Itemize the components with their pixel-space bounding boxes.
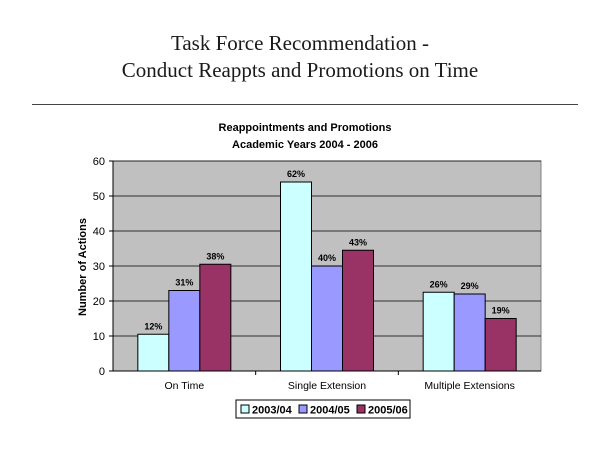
- y-tick-label: 60: [93, 156, 105, 168]
- y-tick-label: 40: [93, 226, 105, 238]
- slide-title-line-1: Task Force Recommendation -: [170, 31, 430, 55]
- bar: [453, 293, 486, 372]
- bar: [311, 265, 343, 372]
- title-divider: [32, 104, 578, 105]
- x-category-label: Single Extension: [288, 380, 366, 392]
- data-label: 38%: [206, 251, 224, 261]
- bar: [199, 263, 232, 372]
- data-label: 62%: [287, 169, 305, 179]
- legend-box: [235, 399, 411, 419]
- slide-title-line-2: Conduct Reappts and Promotions on Time: [121, 58, 479, 82]
- legend-swatch: [356, 404, 366, 414]
- data-label: 26%: [430, 279, 448, 289]
- slide-title: Task Force Recommendation - Conduct Reap…: [0, 30, 600, 84]
- legend-label: 2004/05: [310, 405, 350, 417]
- bar: [484, 318, 517, 372]
- bar: [422, 291, 455, 372]
- data-label: 43%: [349, 237, 367, 247]
- chart-title-line-1: Reappointments and Promotions: [219, 122, 392, 134]
- bar: [342, 249, 374, 372]
- bar: [137, 333, 170, 372]
- y-tick-label: 0: [99, 366, 105, 378]
- y-tick-label: 50: [93, 191, 105, 203]
- legend-label: 2005/06: [368, 405, 408, 417]
- y-tick-label: 30: [93, 261, 105, 273]
- x-category-label: Multiple Extensions: [424, 380, 514, 392]
- y-tick-label: 10: [93, 331, 105, 343]
- bar: [168, 290, 201, 372]
- y-tick-label: 20: [93, 296, 105, 308]
- bar: [280, 181, 312, 372]
- chart-title-line-2: Academic Years 2004 - 2006: [232, 139, 378, 151]
- data-label: 29%: [461, 281, 479, 291]
- data-label: 40%: [318, 253, 336, 263]
- legend-label: 2003/04: [252, 405, 293, 417]
- y-axis-label: Number of Actions: [77, 218, 89, 316]
- plot-area: 0 10 20 30 40 50 60 On Time 12% 31% 38% Single Exte…: [93, 156, 542, 392]
- data-label: 12%: [144, 321, 162, 331]
- legend: 2003/04 2004/05 2005/06: [235, 399, 411, 419]
- legend-swatch: [240, 404, 250, 414]
- legend-swatch: [298, 404, 308, 414]
- data-label: 31%: [175, 278, 193, 288]
- data-label: 19%: [492, 306, 510, 316]
- x-category-label: On Time: [164, 380, 204, 392]
